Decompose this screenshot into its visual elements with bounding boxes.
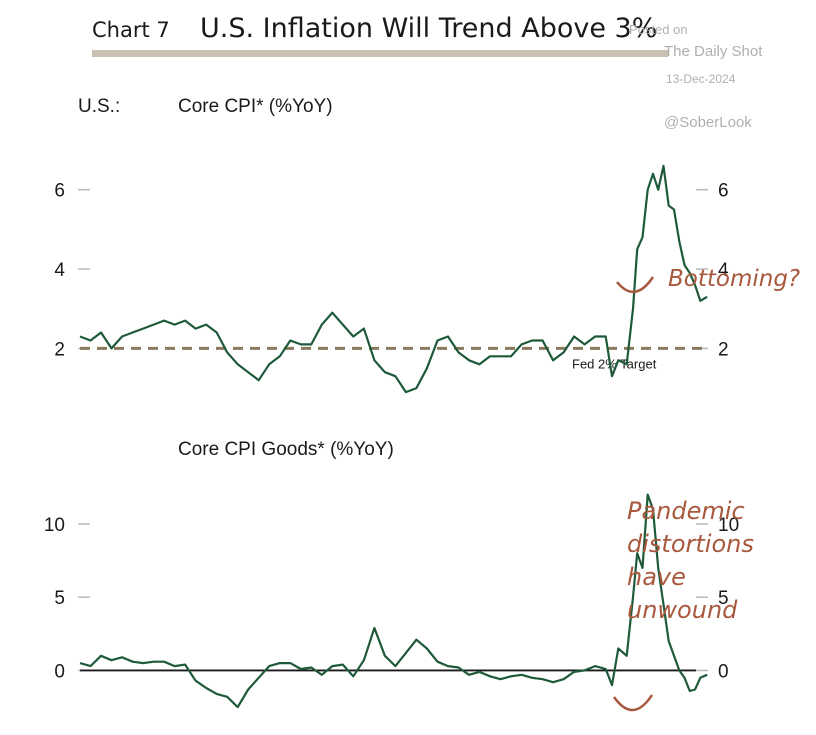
- y-tick-label-right: 6: [718, 181, 729, 202]
- panel-1-ticks: 2 2 4 4 6 6: [54, 181, 729, 361]
- watermark-date: 13-Dec-2024: [666, 72, 736, 86]
- chart-title: U.S. Inflation Will Trend Above 3%: [200, 13, 657, 44]
- core-cpi-goods-series-line: [79, 493, 708, 709]
- pandemic-annotation-line: have: [627, 563, 686, 591]
- watermark-source: The Daily Shot: [664, 43, 763, 60]
- y-tick-label-right: 4: [718, 260, 729, 281]
- y-tick-label-left: 6: [54, 181, 65, 202]
- watermark-handle: @SoberLook: [664, 114, 752, 131]
- panel-core-cpi: U.S.: Core CPI* (%YoY) 2 2 4 4 6 6 Fed 2% Tar…: [54, 96, 800, 394]
- y-tick-label-left: 0: [54, 661, 65, 682]
- y-tick-label-left: 2: [54, 339, 65, 360]
- fed-target-label: Fed 2% Target: [572, 356, 657, 371]
- panel-core-cpi-goods: Core CPI Goods* (%YoY) 0 0 5 5 10 10 Pandemic…: [44, 439, 754, 712]
- pandemic-annotation-line: distortions: [627, 530, 754, 558]
- y-tick-label-right: 5: [718, 588, 729, 609]
- watermark-posted-on: Posted on: [629, 22, 688, 37]
- bottoming-annotation: Bottoming?: [668, 266, 800, 292]
- y-tick-label-right: 0: [718, 661, 729, 682]
- y-tick-label-left: 5: [54, 588, 65, 609]
- panel-1-title: Core CPI* (%YoY): [178, 96, 333, 117]
- core-cpi-series-line: [79, 164, 708, 394]
- bottoming-arc: [616, 276, 655, 293]
- region-label: U.S.:: [78, 96, 120, 117]
- pandemic-annotation: Pandemic distortions have unwound: [627, 497, 754, 624]
- chart-number: Chart 7: [92, 18, 170, 42]
- goods-bottom-arc: [612, 694, 654, 712]
- y-tick-label-right: 10: [718, 515, 739, 536]
- y-tick-label-left: 4: [54, 260, 65, 281]
- panel-2-title: Core CPI Goods* (%YoY): [178, 439, 394, 460]
- y-tick-label-left: 10: [44, 515, 65, 536]
- pandemic-annotation-line: Pandemic: [627, 497, 745, 525]
- title-rule: [92, 50, 668, 57]
- pandemic-annotation-line: unwound: [627, 596, 738, 624]
- y-tick-label-right: 2: [718, 339, 729, 360]
